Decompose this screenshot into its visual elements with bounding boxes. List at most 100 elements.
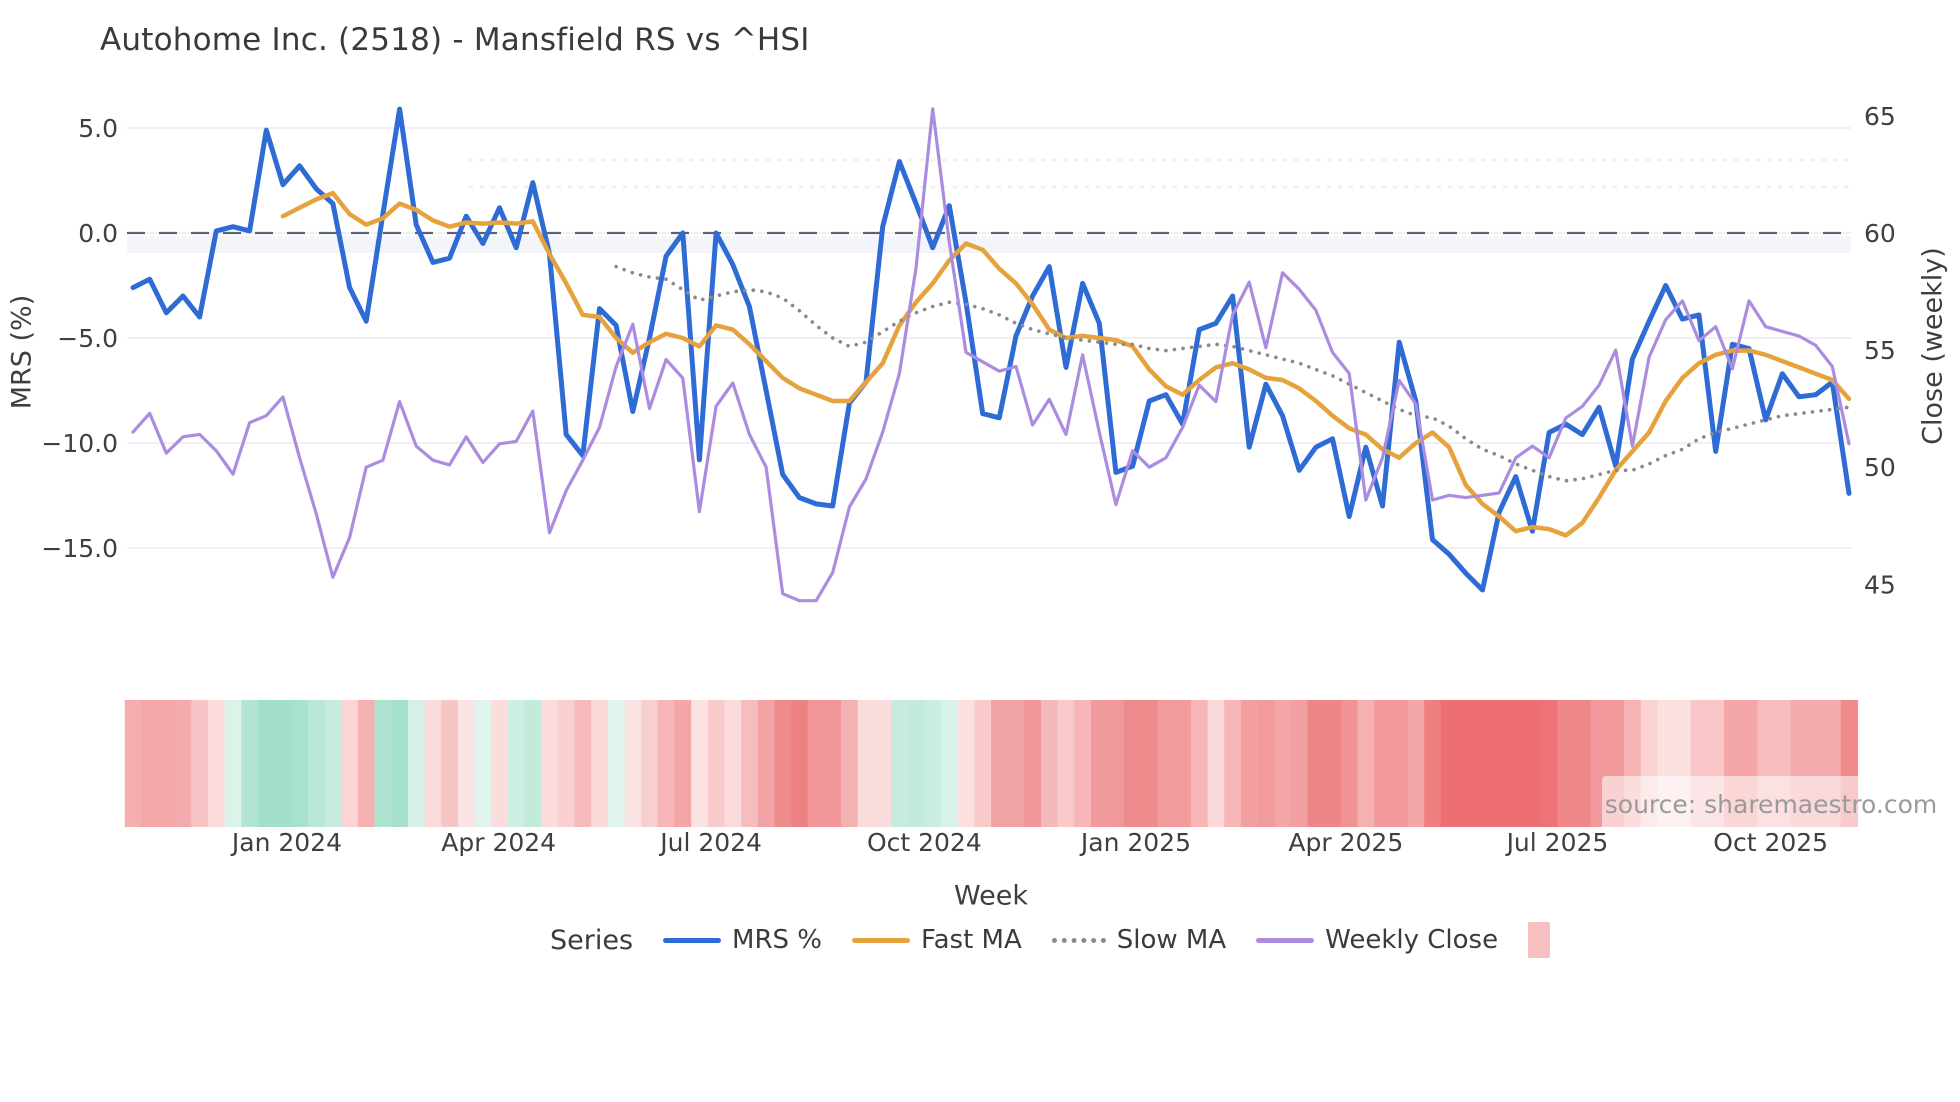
heatmap-cell[interactable] [557, 700, 576, 827]
heatmap-cell[interactable] [874, 700, 892, 827]
heatmap-cell[interactable] [141, 700, 159, 827]
heatmap-cell[interactable] [1474, 700, 1492, 827]
heatmap-cell[interactable] [607, 700, 626, 827]
heatmap-cell[interactable] [1557, 700, 1575, 827]
heatmap-cell[interactable] [257, 700, 276, 827]
heatmap-cell[interactable] [1324, 700, 1342, 827]
heatmap-cell[interactable] [1107, 700, 1125, 827]
heatmap-cell[interactable] [1340, 700, 1359, 827]
heatmap-cell[interactable] [1224, 700, 1242, 827]
heatmap-cell[interactable] [1057, 700, 1075, 827]
heatmap-cell[interactable] [757, 700, 776, 827]
legend-item-fast-ma[interactable]: Fast MA [852, 925, 1022, 955]
heatmap-cell[interactable] [524, 700, 542, 827]
heatmap-cell[interactable] [1507, 700, 1525, 827]
heatmap-cell[interactable] [791, 700, 809, 827]
heatmap-cell[interactable] [924, 700, 942, 827]
heatmap-cell[interactable] [824, 700, 842, 827]
heatmap-cell[interactable] [1490, 700, 1509, 827]
heatmap-cell[interactable] [657, 700, 676, 827]
heatmap-cell[interactable] [941, 700, 959, 827]
heatmap-cell[interactable] [1440, 700, 1459, 827]
weekly-return-heatmap[interactable] [124, 700, 1859, 827]
heatmap-cell[interactable] [1390, 700, 1409, 827]
heatmap-cell[interactable] [1007, 700, 1025, 827]
heatmap-cell[interactable] [1041, 700, 1059, 827]
heatmap-cell[interactable] [1240, 700, 1259, 827]
heatmap-cell[interactable] [1207, 700, 1225, 827]
heatmap-cell[interactable] [857, 700, 876, 827]
series-slow-ma[interactable] [614, 264, 1851, 483]
heatmap-cell[interactable] [1407, 700, 1425, 827]
heatmap-cell[interactable] [391, 700, 409, 827]
heatmap-cell[interactable] [591, 700, 609, 827]
heatmap-cell[interactable] [1257, 700, 1275, 827]
heatmap-cell[interactable] [1174, 700, 1192, 827]
heatmap-cell[interactable] [891, 700, 909, 827]
heatmap-cell[interactable] [674, 700, 692, 827]
heatmap-cell[interactable] [241, 700, 259, 827]
heatmap-cell[interactable] [407, 700, 426, 827]
heatmap-cell[interactable] [191, 700, 209, 827]
heatmap-cell[interactable] [741, 700, 759, 827]
heatmap-cell[interactable] [1091, 700, 1109, 827]
heatmap-cell[interactable] [807, 700, 826, 827]
heatmap-cell[interactable] [774, 700, 792, 827]
heatmap-cell[interactable] [841, 700, 859, 827]
heatmap-cell[interactable] [624, 700, 642, 827]
heatmap-cell[interactable] [1157, 700, 1175, 827]
heatmap-cell[interactable] [474, 700, 492, 827]
x-tick-label: Oct 2024 [867, 828, 982, 857]
heatmap-cell[interactable] [1307, 700, 1325, 827]
heatmap-cell[interactable] [208, 700, 226, 827]
legend-item-mrs-[interactable]: MRS % [663, 925, 822, 955]
heatmap-cell[interactable] [1274, 700, 1292, 827]
heatmap-cell[interactable] [1540, 700, 1559, 827]
heatmap-cell[interactable] [957, 700, 976, 827]
heatmap-cell[interactable] [1074, 700, 1092, 827]
heatmap-cell[interactable] [991, 700, 1009, 827]
heatmap-cell[interactable] [574, 700, 592, 827]
heatmap-cell[interactable] [724, 700, 742, 827]
series-fast-ma[interactable] [280, 190, 1852, 538]
heatmap-cell[interactable] [707, 700, 726, 827]
heatmap-cell[interactable] [357, 700, 376, 827]
heatmap-cell[interactable] [124, 700, 143, 827]
heatmap-cell[interactable] [224, 700, 242, 827]
heatmap-cell[interactable] [307, 700, 326, 827]
heatmap-cell[interactable] [1290, 700, 1309, 827]
heatmap-cell[interactable] [507, 700, 526, 827]
heatmap-cell[interactable] [374, 700, 392, 827]
legend-item-heatmap[interactable] [1528, 922, 1551, 958]
heatmap-cell[interactable] [1574, 700, 1592, 827]
heatmap-cell[interactable] [974, 700, 992, 827]
heatmap-cell[interactable] [1357, 700, 1375, 827]
heatmap-cell[interactable] [1124, 700, 1142, 827]
heatmap-cell[interactable] [491, 700, 509, 827]
heatmap-cell[interactable] [424, 700, 442, 827]
series-weekly-close[interactable] [131, 107, 1851, 603]
heatmap-cell[interactable] [274, 700, 292, 827]
heatmap-cell[interactable] [457, 700, 476, 827]
heatmap-cell[interactable] [1140, 700, 1159, 827]
heatmap-cell[interactable] [641, 700, 659, 827]
heatmap-cell[interactable] [1190, 700, 1209, 827]
heatmap-cell[interactable] [691, 700, 709, 827]
heatmap-cell[interactable] [1424, 700, 1442, 827]
legend-item-slow-ma[interactable]: Slow MA [1051, 925, 1226, 955]
heatmap-cell[interactable] [541, 700, 559, 827]
series-mrs-[interactable] [130, 106, 1852, 593]
heatmap-cell[interactable] [174, 700, 193, 827]
heatmap-cell[interactable] [341, 700, 359, 827]
heatmap-cell[interactable] [1457, 700, 1475, 827]
heatmap-cell[interactable] [1374, 700, 1392, 827]
heatmap-cell[interactable] [324, 700, 342, 827]
legend-item-weekly-close[interactable]: Weekly Close [1256, 925, 1498, 955]
heatmap-cell[interactable] [291, 700, 309, 827]
heatmap-cell[interactable] [1024, 700, 1042, 827]
heatmap-cell[interactable] [441, 700, 459, 827]
heatmap-cell[interactable] [907, 700, 926, 827]
heatmap-cell[interactable] [1524, 700, 1542, 827]
heatmap-cell[interactable] [158, 700, 176, 827]
